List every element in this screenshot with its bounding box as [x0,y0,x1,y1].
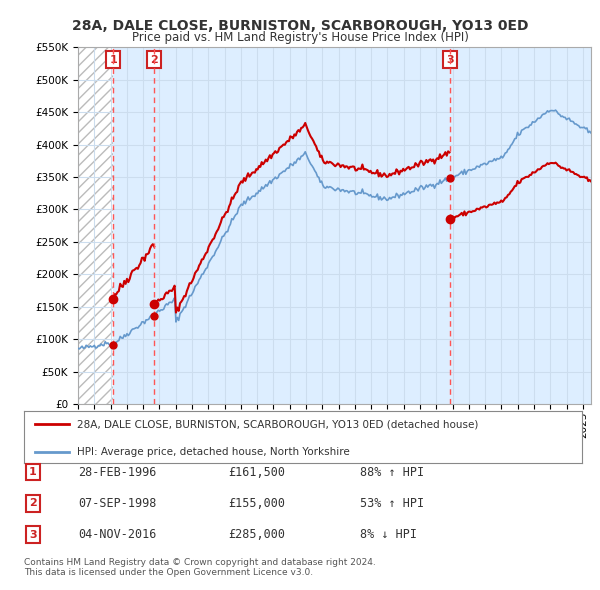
Text: 2: 2 [151,55,158,65]
Text: 28-FEB-1996: 28-FEB-1996 [78,466,157,478]
Text: Price paid vs. HM Land Registry's House Price Index (HPI): Price paid vs. HM Land Registry's House … [131,31,469,44]
Text: Contains HM Land Registry data © Crown copyright and database right 2024.
This d: Contains HM Land Registry data © Crown c… [24,558,376,577]
Text: 2: 2 [29,499,37,508]
Text: 1: 1 [29,467,37,477]
Text: 28A, DALE CLOSE, BURNISTON, SCARBOROUGH, YO13 0ED: 28A, DALE CLOSE, BURNISTON, SCARBOROUGH,… [72,19,528,33]
Text: 28A, DALE CLOSE, BURNISTON, SCARBOROUGH, YO13 0ED (detached house): 28A, DALE CLOSE, BURNISTON, SCARBOROUGH,… [77,419,478,429]
Text: 07-SEP-1998: 07-SEP-1998 [78,497,157,510]
Text: £285,000: £285,000 [228,528,285,541]
Text: 1: 1 [109,55,117,65]
Text: 04-NOV-2016: 04-NOV-2016 [78,528,157,541]
Text: 8% ↓ HPI: 8% ↓ HPI [360,528,417,541]
Text: HPI: Average price, detached house, North Yorkshire: HPI: Average price, detached house, Nort… [77,447,350,457]
Text: 88% ↑ HPI: 88% ↑ HPI [360,466,424,478]
Text: £155,000: £155,000 [228,497,285,510]
Text: 3: 3 [29,530,37,539]
Bar [78,47,113,404]
Text: 53% ↑ HPI: 53% ↑ HPI [360,497,424,510]
Text: 3: 3 [446,55,454,65]
Text: £161,500: £161,500 [228,466,285,478]
